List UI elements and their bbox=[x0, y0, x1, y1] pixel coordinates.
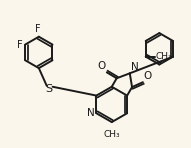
Text: S: S bbox=[45, 84, 52, 94]
Text: CH₃: CH₃ bbox=[104, 130, 120, 139]
Text: O: O bbox=[98, 61, 106, 71]
Text: F: F bbox=[17, 40, 22, 50]
Text: O: O bbox=[144, 71, 152, 81]
Text: N: N bbox=[131, 62, 138, 72]
Text: CH₃: CH₃ bbox=[155, 52, 172, 61]
Text: N: N bbox=[87, 108, 94, 118]
Text: F: F bbox=[35, 24, 41, 34]
